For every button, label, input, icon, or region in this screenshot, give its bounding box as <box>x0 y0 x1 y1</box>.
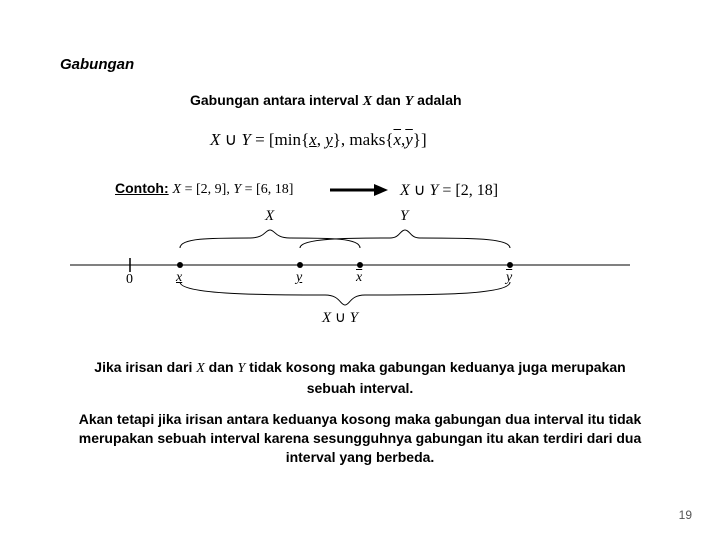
diag-yo: y <box>506 270 512 286</box>
fe-X: X <box>400 182 410 199</box>
heading-gabungan: Gabungan <box>60 56 134 73</box>
paragraph-1: Jika irisan dari X dan Y tidak kosong ma… <box>70 358 650 398</box>
diag-Y-label: Y <box>400 208 408 225</box>
diag-yu: y <box>296 270 302 286</box>
fm-xu: x <box>309 130 317 149</box>
arrow-icon <box>330 182 390 198</box>
paragraph-2: Akan tetapi jika irisan antara keduanya … <box>70 410 650 467</box>
ex-eq2: = [6, 18] <box>241 182 293 197</box>
diag-xo: x <box>356 270 362 286</box>
p1a: Jika irisan dari <box>94 359 196 375</box>
fm-xo: x <box>393 130 401 149</box>
example-line: Contoh: X = [2, 9], Y = [6, 18] <box>115 180 293 198</box>
fm-c1: , <box>317 130 326 149</box>
diag-uY: Y <box>350 310 358 326</box>
diag-union-label: X ∪ Y <box>322 308 358 327</box>
intro-Y: Y <box>405 94 414 109</box>
ex-label: Contoh: <box>115 180 169 196</box>
intro-line: Gabungan antara interval X dan Y adalah <box>190 92 462 110</box>
diag-zero: 0 <box>126 272 133 288</box>
formula-example: X ∪ Y = [2, 18] <box>400 180 498 200</box>
ex-eq1: = [2, 9], <box>181 182 233 197</box>
formula-main: X ∪ Y = [min{x, y}, maks{x,y}] <box>210 130 427 150</box>
diag-X-label: X <box>265 208 274 225</box>
slide-page: Gabungan Gabungan antara interval X dan … <box>0 0 720 540</box>
diag-uX: X <box>322 310 331 326</box>
fm-mid: }, maks{ <box>333 130 394 149</box>
fm-X: X <box>210 130 220 149</box>
ex-Y: Y <box>233 182 241 197</box>
page-number: 19 <box>679 508 692 522</box>
p1b: dan <box>205 359 238 375</box>
fm-close: }] <box>413 130 427 149</box>
fm-eqopen: = [min{ <box>251 130 309 149</box>
ex-X: X <box>173 182 182 197</box>
diag-ucup: ∪ <box>331 310 349 326</box>
intro-pre: Gabungan antara interval <box>190 92 363 108</box>
diag-xu: x <box>176 270 182 286</box>
intro-post: adalah <box>413 92 461 108</box>
fe-rhs: = [2, 18] <box>438 182 498 199</box>
p1X: X <box>196 361 205 376</box>
fm-Y: Y <box>241 130 250 149</box>
p1c: tidak kosong maka gabungan keduanya juga… <box>245 359 625 396</box>
number-line-diagram: X Y 0 x y x y X ∪ Y <box>70 210 630 340</box>
intro-mid: dan <box>372 92 405 108</box>
fm-yo: y <box>405 130 413 149</box>
fm-cup: ∪ <box>220 130 241 149</box>
intro-X: X <box>363 94 372 109</box>
fm-yu: y <box>325 130 333 149</box>
fe-cup: ∪ <box>410 182 430 199</box>
